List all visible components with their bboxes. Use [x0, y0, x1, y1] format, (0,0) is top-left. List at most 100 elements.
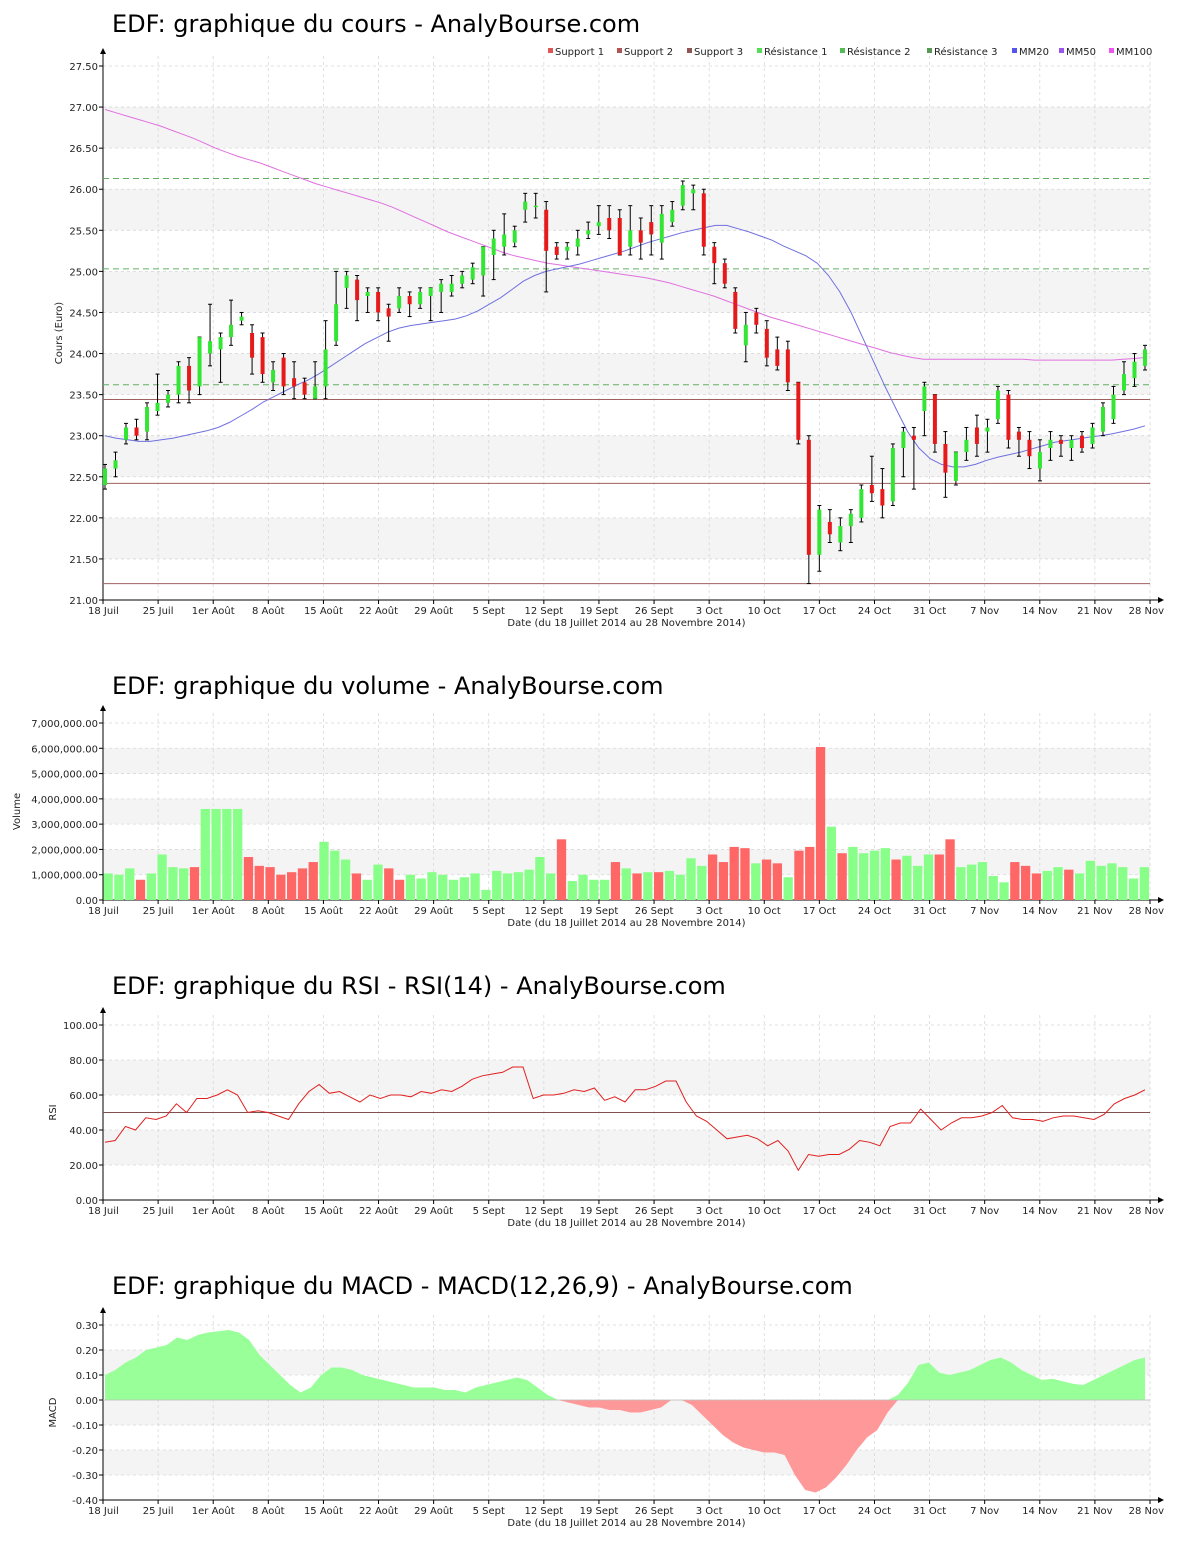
price-xtick-label: 1er Août: [192, 605, 235, 617]
rsi-band: [103, 1060, 1150, 1095]
candle-body: [1016, 431, 1021, 440]
volume-bar: [913, 865, 923, 900]
candle-body: [502, 234, 507, 247]
price-xtick-label: 19 Sept: [580, 606, 619, 617]
candle-body: [260, 337, 265, 375]
volume-y-axis-label: Volume: [12, 793, 23, 830]
macd-xtick-label: 1er Août: [192, 1505, 235, 1517]
rsi-xtick-label: 8 Août: [252, 1205, 285, 1217]
candle-body: [491, 238, 496, 255]
volume-xtick-label: 7 Nov: [970, 906, 999, 917]
price-band: [103, 189, 1150, 231]
macd-xtick-label: 19 Sept: [580, 1506, 619, 1517]
candle-body: [1006, 394, 1011, 440]
macd-ytick-label: 0.10: [76, 1371, 98, 1382]
macd-ytick-label: 0.30: [76, 1321, 98, 1332]
candle-body: [1037, 452, 1042, 469]
candle-body: [911, 435, 916, 440]
price-band: [103, 107, 1150, 149]
volume-ytick-label: 7,000,000.00: [31, 719, 98, 730]
volume-ytick-label: 0.00: [76, 896, 98, 907]
candle-body: [722, 263, 727, 284]
volume-bar: [340, 859, 351, 900]
volume-bar: [880, 848, 890, 900]
macd-xtick-label: 24 Oct: [858, 1506, 891, 1517]
volume-bar: [546, 873, 556, 900]
price-legend-swatch: [548, 48, 553, 53]
volume-bar: [707, 854, 718, 900]
rsi-xtick-label: 29 Août: [414, 1205, 453, 1217]
candle-body: [817, 509, 822, 555]
price-xtick-label: 3 Oct: [696, 606, 723, 617]
candle-body: [355, 279, 360, 301]
volume-bar: [945, 839, 955, 900]
candle-body: [554, 246, 559, 255]
price-legend-label: Résistance 3: [934, 46, 997, 58]
volume-bar: [902, 855, 912, 900]
volume-bar: [686, 858, 696, 900]
volume-xtick-label: 3 Oct: [696, 906, 723, 917]
candle-body: [250, 333, 255, 358]
candle-body: [565, 246, 570, 251]
candle-body: [701, 193, 706, 247]
price-y-arrow: [100, 48, 106, 54]
price-band: [103, 353, 1150, 395]
mm20-line: [104, 224, 1146, 468]
candle-body: [302, 382, 307, 395]
price-band: [103, 435, 1150, 477]
volume-bar: [384, 868, 394, 900]
candle-body: [103, 468, 107, 485]
candle-body: [680, 185, 685, 206]
volume-xtick-label: 31 Oct: [913, 906, 946, 917]
volume-bar: [578, 874, 588, 900]
macd-chart-title: EDF: graphique du MACD - MACD(12,26,9) -…: [112, 1272, 853, 1300]
price-xtick-label: 8 Août: [252, 605, 285, 617]
price-legend-swatch: [927, 48, 932, 53]
rsi-xtick-label: 1er Août: [192, 1205, 235, 1217]
price-legend-label: Support 3: [694, 47, 743, 58]
price-legend-label: Résistance 2: [847, 46, 910, 58]
price-chart-panel: EDF: graphique du cours - AnalyBourse.co…: [0, 0, 1200, 640]
rsi-y-arrow: [100, 1007, 106, 1013]
volume-bar: [751, 863, 761, 900]
candle-body: [481, 246, 486, 276]
candle-body: [512, 230, 517, 243]
price-ytick-label: 24.50: [69, 308, 98, 319]
volume-bar: [103, 873, 113, 900]
rsi-xtick-label: 10 Oct: [748, 1206, 781, 1217]
volume-bar: [276, 874, 286, 900]
macd-negative-area: [105, 1400, 1145, 1493]
volume-xtick-label: 21 Nov: [1077, 906, 1113, 917]
price-band: [103, 271, 1150, 313]
volume-bar: [1042, 870, 1052, 900]
price-xtick-label: 29 Août: [414, 605, 453, 617]
macd-xtick-label: 14 Nov: [1022, 1506, 1058, 1517]
candle-body: [691, 189, 696, 194]
volume-bar: [977, 862, 988, 900]
volume-bar: [556, 839, 567, 900]
price-legend-swatch: [840, 48, 845, 53]
volume-xtick-label: 15 Août: [304, 905, 343, 917]
price-xtick-label: 7 Nov: [970, 606, 999, 617]
price-xtick-label: 22 Août: [359, 605, 398, 617]
volume-bar: [783, 877, 793, 900]
price-ytick-label: 27.00: [69, 103, 98, 114]
volume-bar: [600, 879, 610, 900]
candle-body: [428, 287, 433, 297]
candle-body: [901, 431, 906, 449]
price-legend-label: MM50: [1066, 47, 1096, 58]
volume-xtick-label: 28 Nov: [1129, 906, 1165, 917]
volume-ytick-label: 2,000,000.00: [31, 845, 98, 856]
volume-xtick-label: 22 Août: [359, 905, 398, 917]
volume-bar: [761, 859, 772, 900]
volume-bar: [815, 747, 826, 900]
candle-body: [880, 489, 885, 506]
volume-bar: [114, 874, 124, 900]
candle-body: [187, 365, 192, 391]
price-xtick-label: 31 Oct: [913, 606, 946, 617]
candle-body: [155, 402, 160, 412]
volume-bar: [481, 889, 491, 900]
macd-ytick-label: -0.40: [72, 1496, 98, 1507]
macd-xtick-label: 15 Août: [304, 1505, 343, 1517]
volume-bar: [1085, 860, 1096, 900]
